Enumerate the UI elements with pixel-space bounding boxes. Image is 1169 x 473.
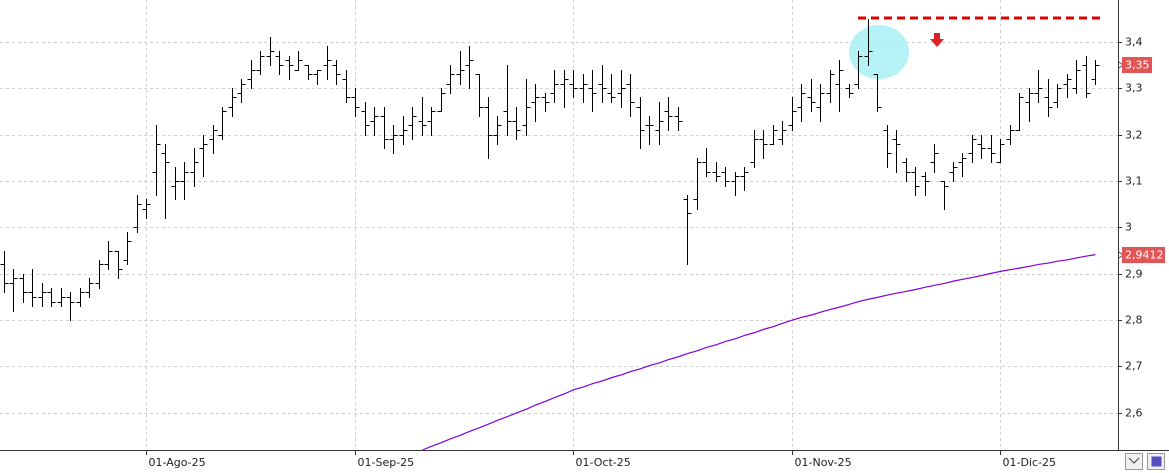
down-arrow [930,33,944,47]
y-tick-label: 2,6 [1125,407,1143,420]
x-tick-label: 01-Dic-25 [1003,456,1057,469]
x-tick-label: 01-Nov-25 [795,456,852,469]
toolbar [1125,453,1165,470]
y-tick-label: 2,9 [1125,268,1143,281]
ohlc-bars [0,19,1100,321]
highlight-circle [849,25,909,79]
ma-line [422,254,1096,451]
zoom-button[interactable] [1125,453,1143,470]
y-tick-label: 2,7 [1125,360,1143,373]
price-flag [1122,247,1165,263]
save-icon [1151,456,1162,467]
y-tick-label: 3,1 [1125,175,1143,188]
y-tick-label: 3 [1125,221,1132,234]
price-flag-label: 3,35 [1125,59,1150,72]
price-flag-label: 2,9412 [1125,249,1164,262]
y-tick-label: 2,8 [1125,314,1143,327]
x-tick-label: 01-Ago-25 [149,456,206,469]
zoom-icon [1128,457,1140,464]
y-tick-label: 3,4 [1125,36,1143,49]
price-flag [1122,57,1152,73]
y-tick-label: 3,3 [1125,82,1143,95]
y-tick-label: 3,2 [1125,129,1143,142]
x-tick-label: 01-Sep-25 [358,456,415,469]
x-tick-label: 01-Oct-25 [576,456,631,469]
